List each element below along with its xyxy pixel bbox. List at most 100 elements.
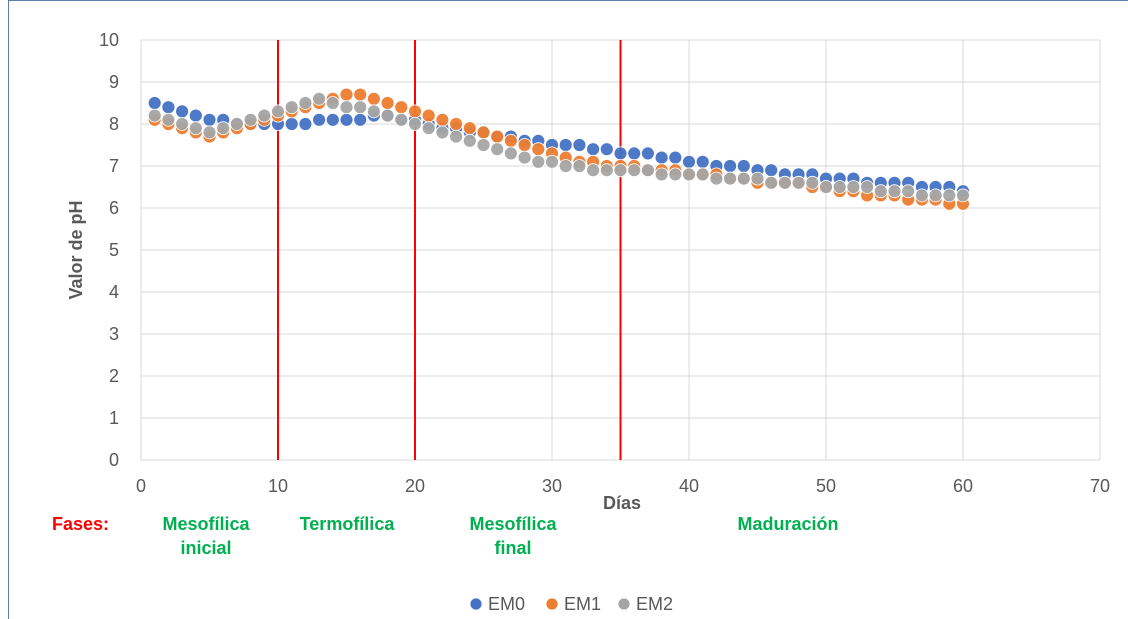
data-point: [641, 163, 655, 178]
data-point: [339, 112, 354, 127]
data-point: [956, 188, 970, 203]
x-tick-label: 30: [542, 476, 562, 496]
data-point: [942, 188, 957, 203]
y-axis-title: Valor de pH: [66, 200, 86, 299]
data-point: [695, 154, 710, 169]
legend-item-em0: EM0: [469, 594, 525, 614]
phase-label: Mesofílica inicial: [162, 514, 250, 558]
data-point: [366, 104, 381, 119]
data-point: [229, 117, 244, 131]
data-point: [175, 104, 190, 119]
data-point: [586, 163, 600, 178]
data-point: [654, 167, 669, 182]
data-point: [819, 180, 833, 194]
data-point: [545, 154, 559, 169]
y-tick-label: 8: [109, 114, 119, 134]
data-point: [627, 146, 642, 161]
data-point: [503, 133, 518, 148]
x-tick-label: 70: [1090, 476, 1110, 496]
data-point: [175, 117, 190, 131]
data-point: [887, 184, 902, 199]
y-tick-label: 2: [109, 366, 119, 386]
data-point: [641, 146, 655, 161]
data-point: [366, 91, 381, 106]
y-tick-label: 10: [99, 30, 119, 50]
data-point: [695, 167, 710, 182]
data-point: [503, 146, 518, 161]
data-series: [147, 87, 970, 211]
data-point: [599, 142, 614, 157]
data-point: [449, 117, 464, 131]
legend-item-em2: EM2: [617, 594, 673, 614]
data-point: [517, 150, 532, 165]
data-point: [791, 175, 806, 190]
data-point: [599, 163, 614, 178]
data-point: [873, 184, 888, 199]
data-point: [476, 138, 491, 152]
data-point: [490, 129, 505, 144]
phases-label: Fases:: [52, 514, 109, 534]
y-tick-label: 6: [109, 198, 119, 218]
chart-frame: [8, 0, 1128, 619]
data-point: [202, 112, 217, 127]
data-point: [312, 112, 327, 127]
data-point: [558, 138, 573, 152]
data-point: [462, 133, 477, 148]
data-point: [846, 180, 861, 194]
data-point: [476, 125, 491, 140]
phase-label: Maduración: [737, 514, 838, 534]
data-point: [736, 159, 751, 173]
data-point: [421, 121, 436, 136]
data-point: [764, 163, 779, 178]
x-tick-label: 20: [405, 476, 425, 496]
y-tick-label: 1: [109, 408, 119, 428]
legend-marker: [469, 597, 483, 611]
data-point: [408, 104, 422, 119]
x-tick-label: 0: [136, 476, 146, 496]
y-tick-label: 0: [109, 450, 119, 470]
data-point: [161, 100, 176, 115]
data-point: [147, 108, 162, 123]
data-point: [723, 171, 737, 186]
data-point: [682, 167, 696, 182]
legend-label: EM0: [488, 594, 525, 614]
data-point: [271, 104, 285, 119]
data-point: [449, 129, 464, 144]
x-tick-label: 50: [816, 476, 836, 496]
data-point: [613, 163, 628, 178]
data-point: [764, 175, 779, 190]
data-point: [750, 171, 765, 186]
data-point: [298, 117, 313, 131]
legend-item-em1: EM1: [545, 594, 601, 614]
data-point: [353, 112, 368, 127]
legend-marker: [545, 597, 559, 611]
phase-labels: Mesofílica inicial Termofílica Mesofílica fi…: [162, 514, 838, 558]
data-point: [216, 121, 231, 136]
data-point: [380, 96, 395, 110]
data-point: [627, 163, 642, 178]
data-point: [531, 154, 546, 169]
data-point: [435, 125, 450, 140]
data-point: [668, 167, 683, 182]
data-point: [408, 117, 422, 131]
data-point: [531, 142, 546, 157]
legend-marker: [617, 597, 631, 611]
legend-label: EM2: [636, 594, 673, 614]
x-tick-label: 10: [268, 476, 288, 496]
data-point: [298, 96, 313, 110]
y-tick-label: 5: [109, 240, 119, 260]
data-point: [572, 159, 587, 173]
data-point: [325, 112, 340, 127]
data-point: [613, 146, 628, 161]
data-point: [325, 96, 340, 110]
data-point: [928, 188, 943, 203]
data-point: [394, 112, 409, 127]
x-tick-label: 60: [953, 476, 973, 496]
data-point: [778, 175, 792, 190]
data-point: [394, 100, 409, 115]
data-point: [380, 108, 395, 123]
data-point: [243, 112, 258, 127]
data-point: [736, 171, 751, 186]
y-tick-label: 7: [109, 156, 119, 176]
